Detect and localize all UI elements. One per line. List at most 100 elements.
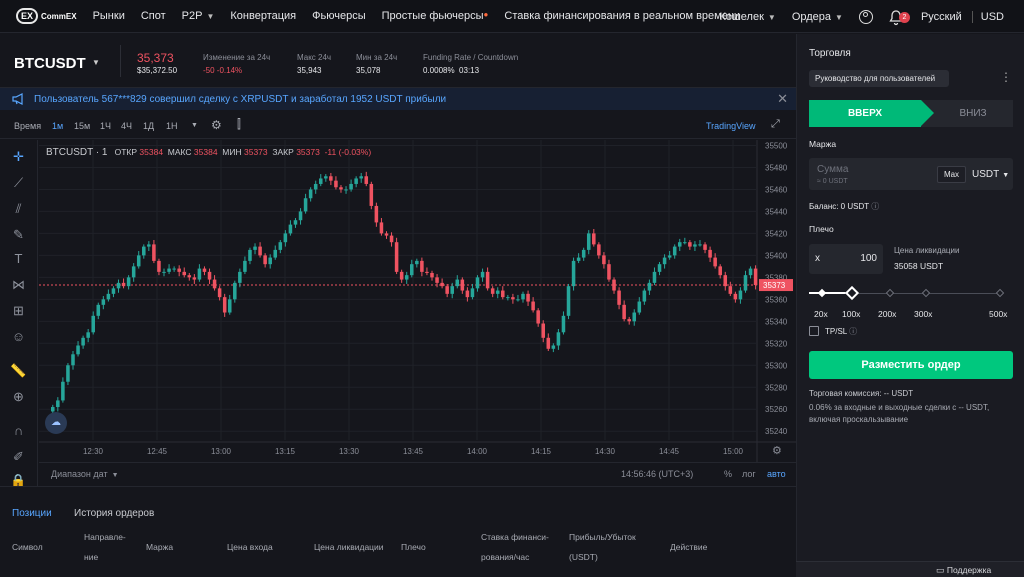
nav-funding-rate[interactable]: Ставка финансирования в реальном времени <box>504 10 741 22</box>
clock[interactable]: 14:56:46 (UTC+3) <box>621 469 694 479</box>
slider-stop-200x[interactable] <box>885 288 895 298</box>
candles-icon[interactable]: ⫿ <box>237 117 241 131</box>
chevron-down-icon[interactable]: ▼ <box>92 58 100 67</box>
candle-body <box>647 282 652 291</box>
logo[interactable]: EX CommEX <box>16 8 77 24</box>
leverage-slider[interactable] <box>809 285 1005 308</box>
candle <box>404 271 409 284</box>
currency-selector[interactable]: USD <box>980 10 1004 23</box>
leverage-input[interactable]: x 100 <box>809 244 883 274</box>
interval-1m[interactable]: 1м <box>52 121 64 131</box>
wallet-menu[interactable]: Кошелек ▼ <box>719 11 775 23</box>
user-guide-button[interactable]: Руководство для пользователей <box>809 70 949 87</box>
forecast-icon[interactable]: ⊞ <box>13 303 24 318</box>
trendline-icon[interactable]: ⟋ <box>13 175 24 190</box>
ruler-icon[interactable]: 📏 <box>10 363 27 378</box>
magnet-icon[interactable]: ∩ <box>13 423 24 438</box>
interval-4h[interactable]: 4Ч <box>121 121 133 131</box>
slider-stop-20x[interactable] <box>817 288 827 298</box>
max-button[interactable]: Max <box>937 166 966 183</box>
candle-body <box>374 205 379 223</box>
candle-body <box>182 271 187 276</box>
lev-mark-300x[interactable]: 300x <box>914 309 933 319</box>
candle <box>672 244 677 259</box>
nav-markets[interactable]: Рынки <box>92 10 125 22</box>
nav-convert[interactable]: Конвертация <box>230 10 297 22</box>
tpsl-checkbox[interactable] <box>809 326 819 336</box>
place-order-button[interactable]: Разместить ордер <box>809 351 1013 379</box>
more-icon[interactable]: ⋮ <box>1000 70 1012 84</box>
interval-1w[interactable]: 1Н <box>166 121 178 131</box>
lev-mark-200x[interactable]: 200x <box>878 309 897 319</box>
lev-mark-100x[interactable]: 100x <box>842 309 861 319</box>
orders-menu[interactable]: Ордера ▼ <box>792 11 843 23</box>
col-margin: Маржа <box>146 542 174 552</box>
nav-simple-futures-label: Простые фьючерсы <box>381 10 484 22</box>
candle-body <box>465 290 470 298</box>
price-chart[interactable]: 35500 35480 35460 35440 35420 35400 35380 35360… <box>39 140 797 462</box>
interval-1d[interactable]: 1Д <box>143 121 155 131</box>
settings-sliders-icon[interactable]: ⚙ <box>211 118 222 132</box>
fib-icon[interactable]: ⫽ <box>15 201 22 216</box>
language-selector[interactable]: Русский <box>920 10 962 23</box>
tab-positions[interactable]: Позиции <box>12 508 52 519</box>
lev-mark-20x[interactable]: 20x <box>814 309 828 319</box>
log-toggle[interactable]: лог <box>742 469 756 479</box>
candle <box>657 261 662 276</box>
interval-1h[interactable]: 1Ч <box>100 121 112 131</box>
amount-field[interactable]: Сумма ≈ 0 USDT Max USDT ▼ <box>809 158 1013 190</box>
notification-button[interactable]: 2 <box>889 8 910 26</box>
nav-futures[interactable]: Фьючерсы <box>312 10 366 22</box>
chart-logo-icon[interactable]: ☁ <box>45 412 67 434</box>
tab-order-history[interactable]: История ордеров <box>74 508 155 519</box>
text-icon[interactable]: T <box>14 251 23 266</box>
down-button[interactable]: ВНИЗ <box>921 100 1013 127</box>
candle <box>339 185 343 193</box>
nav-simple-futures[interactable]: Простые фьючерсы● <box>382 10 489 22</box>
up-button[interactable]: ВВЕРХ <box>809 100 934 127</box>
interval-15m[interactable]: 15м <box>74 121 91 131</box>
close-icon[interactable]: ✕ <box>777 91 788 106</box>
slider-stop-500x[interactable] <box>995 288 1005 298</box>
auto-toggle[interactable]: авто <box>767 469 786 479</box>
chevron-down-icon: ▼ <box>206 12 215 21</box>
x-tick-label: 14:00 <box>467 447 488 456</box>
tradingview-link[interactable]: TradingView <box>706 121 756 131</box>
y-tick-label: 35400 <box>765 251 788 260</box>
y-tick-label: 35360 <box>765 295 788 304</box>
nav-p2p[interactable]: P2P ▼ <box>182 10 215 22</box>
fullscreen-icon[interactable]: ⤢ <box>771 118 780 130</box>
candle <box>192 274 197 284</box>
info-icon[interactable]: ⓘ <box>849 327 858 336</box>
currency-select[interactable]: USDT ▼ <box>972 169 1009 180</box>
slider-stop-300x[interactable] <box>921 288 931 298</box>
lock-icon[interactable]: 🔒 <box>10 473 27 488</box>
candle-body <box>440 282 444 287</box>
panel-title: Торговля <box>809 48 851 59</box>
date-range-button[interactable]: Диапазон дат ▼ <box>51 469 119 479</box>
axis-settings-icon[interactable]: ⚙ <box>772 445 782 457</box>
time-label[interactable]: Время <box>14 121 42 131</box>
candle <box>410 259 414 278</box>
info-icon[interactable]: ⓘ <box>871 202 880 211</box>
lev-mark-500x[interactable]: 500x <box>989 309 1008 319</box>
lock-draw-icon[interactable]: ✐ <box>13 449 24 464</box>
banner-text[interactable]: Пользователь 567***829 совершил сделку с… <box>34 93 447 105</box>
slider-thumb[interactable] <box>844 285 860 301</box>
candle-body <box>364 176 369 184</box>
zoom-in-icon[interactable]: ⊕ <box>13 389 24 404</box>
nav-spot[interactable]: Спот <box>140 10 166 22</box>
percent-toggle[interactable]: % <box>724 469 733 479</box>
x-tick-label: 14:30 <box>595 447 616 456</box>
liq-value: 35058 USDT <box>894 261 944 271</box>
symbol-selector[interactable]: BTCUSDT <box>14 55 86 72</box>
crosshair-icon[interactable]: ✛ <box>13 149 24 164</box>
emoji-icon[interactable]: ☺ <box>11 329 26 344</box>
brush-icon[interactable]: ✎ <box>13 227 24 242</box>
candlestick-chart[interactable]: 35500 35480 35460 35440 35420 35400 35380 35360… <box>39 140 797 462</box>
pattern-icon[interactable]: ⋈ <box>12 277 25 292</box>
user-icon[interactable] <box>858 9 873 24</box>
support-button[interactable]: ▭ Поддержка <box>936 565 991 576</box>
chevron-down-icon[interactable]: ▼ <box>191 122 198 129</box>
wallet-label: Кошелек <box>719 10 764 23</box>
